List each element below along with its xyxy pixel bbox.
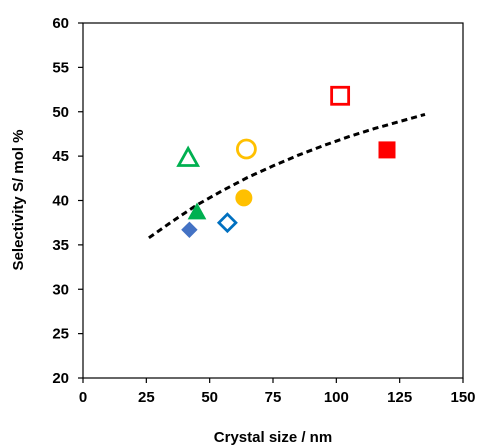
data-point-diamond-filled xyxy=(181,221,198,238)
data-point-triangle-open xyxy=(176,145,201,167)
plot-area-frame xyxy=(82,22,464,379)
x-tick-label: 75 xyxy=(265,389,282,406)
y-axis-ticks: 20 25 30 35 40 45 50 55 60 xyxy=(52,15,83,387)
data-point-square-open xyxy=(330,85,351,106)
x-axis-label: Crystal size / nm xyxy=(214,429,332,446)
data-points xyxy=(176,85,396,238)
x-tick-label: 125 xyxy=(387,389,412,406)
y-axis-label: Selectivity S/ mol % xyxy=(10,130,27,271)
x-axis-ticks: 0 25 50 75 100 125 150 xyxy=(79,378,476,406)
y-tick-label: 20 xyxy=(52,370,69,387)
x-tick-label: 25 xyxy=(138,389,155,406)
x-tick-label: 0 xyxy=(79,389,87,406)
y-tick-label: 30 xyxy=(52,281,69,298)
y-tick-label: 35 xyxy=(52,237,69,254)
y-tick-label: 40 xyxy=(52,193,69,210)
y-tick-label: 25 xyxy=(52,326,69,343)
y-tick-label: 55 xyxy=(52,59,69,76)
y-tick-label: 45 xyxy=(52,148,69,165)
data-point-triangle-filled xyxy=(187,202,207,220)
data-point-circle-filled xyxy=(235,189,253,207)
data-point-diamond-open xyxy=(216,212,238,234)
trend-line xyxy=(148,112,426,240)
x-tick-label: 150 xyxy=(450,389,475,406)
y-tick-label: 50 xyxy=(52,104,69,121)
y-tick-label: 60 xyxy=(52,15,69,32)
data-point-circle-open xyxy=(235,138,257,160)
data-point-square-filled xyxy=(378,141,396,159)
x-tick-label: 100 xyxy=(324,389,349,406)
x-tick-label: 50 xyxy=(201,389,218,406)
